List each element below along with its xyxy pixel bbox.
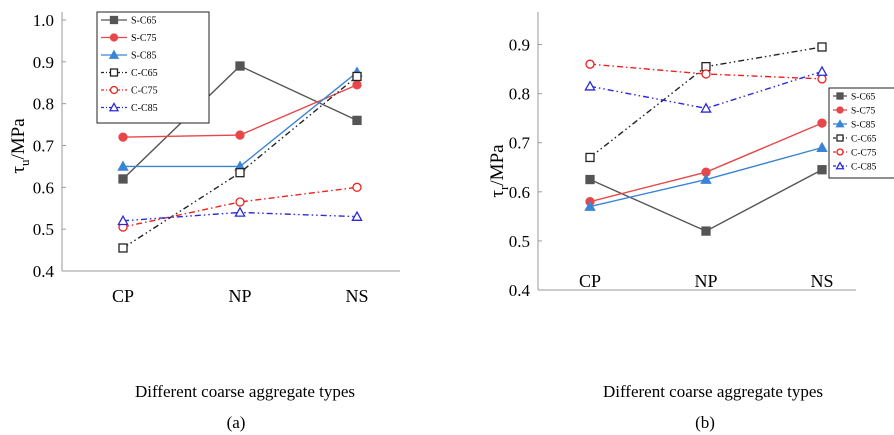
y-tick-label: 0.6 <box>33 178 54 197</box>
legend-marker-s-c85 <box>108 49 120 59</box>
legend-marker-c-c75 <box>109 85 119 95</box>
legend-marker-c-c65 <box>109 68 119 77</box>
x-axis-label-a: Different coarse aggregate types <box>135 382 355 401</box>
data-point-c-c65 <box>118 243 128 253</box>
data-point-s-c75 <box>235 130 245 140</box>
legend-marker-c-c75 <box>836 148 844 156</box>
data-point-s-c85 <box>584 200 596 211</box>
series-line-c-c75 <box>122 186 358 228</box>
data-point-c-c85 <box>117 214 129 226</box>
data-point-c-c75 <box>235 197 245 207</box>
data-point-c-c85 <box>584 80 596 91</box>
series-line-c-c75 <box>589 63 823 80</box>
y-tick-label: 0.5 <box>33 220 54 239</box>
legend-label-s-c65: S-C65 <box>851 93 876 103</box>
data-point-s-c65 <box>352 115 362 126</box>
data-point-s-c65 <box>701 226 711 236</box>
y-axis-unit: /MPa <box>487 144 508 186</box>
data-point-s-c85 <box>816 141 828 152</box>
y-tick-label: 0.9 <box>509 36 530 55</box>
legend-label-c-c75: C-C75 <box>131 86 158 97</box>
y-axis-label: τr/MPa <box>487 144 511 198</box>
legend-label-s-c75: S-C75 <box>851 107 876 117</box>
legend-label-c-c75: C-C75 <box>851 149 877 159</box>
y-tick-label: 0.5 <box>509 232 530 251</box>
y-tick-label: 0.4 <box>33 262 55 281</box>
legend-label-c-c85: C-C85 <box>131 103 158 114</box>
legend-marker-s-c75 <box>109 33 119 42</box>
legend-marker-s-c65 <box>836 92 844 100</box>
legend-label-s-c65: S-C65 <box>131 16 157 27</box>
legend-label-s-c75: S-C75 <box>131 33 157 44</box>
legend-marker-c-c85 <box>835 161 845 170</box>
y-axis-symbol: τ <box>487 190 508 198</box>
x-axis-label-b: Different coarse aggregate types <box>603 382 823 401</box>
data-point-s-c75 <box>118 132 128 142</box>
data-point-s-c85 <box>700 173 712 184</box>
legend-label-s-c85: S-C85 <box>851 121 876 131</box>
data-point-c-c85 <box>234 206 246 217</box>
y-tick-label: 0.4 <box>509 281 531 300</box>
x-category-label: NP <box>694 271 717 291</box>
legend-label-c-c85: C-C85 <box>851 163 877 173</box>
legend-marker-c-c65 <box>836 134 844 142</box>
x-category-label: NS <box>345 286 368 306</box>
data-point-c-c65 <box>817 42 827 52</box>
y-axis-symbol: τ <box>8 166 29 174</box>
legend-box <box>96 11 210 124</box>
y-tick-label: 0.8 <box>33 95 54 114</box>
data-point-s-c65 <box>817 165 827 175</box>
legend: S-C65 S-C75 S-C85 C-C65 C-C75 C-C85 <box>828 87 894 179</box>
legend-marker-s-c75 <box>836 106 844 114</box>
y-axis-label: τu/MPa <box>8 118 32 174</box>
data-point-c-c65 <box>352 71 362 82</box>
series-line-c-c65 <box>122 75 358 249</box>
data-point-s-c85 <box>117 160 129 171</box>
data-point-c-c75 <box>352 182 362 192</box>
series-line-s-c75 <box>589 122 823 203</box>
y-axis-subscript: u <box>17 159 32 166</box>
chart-panel-a: 0.40.50.60.70.80.91.0CP NP NSτu/MPaS-C65S-… <box>8 11 400 306</box>
data-point-s-c65 <box>118 174 128 184</box>
legend: S-C65 S-C75 S-C85 C-C65 C-C75 C-C85 <box>96 11 210 124</box>
chart-panel-b: 0.4 0.5 0.6 0.7 0.8 0.9 CP NP NS τr/MPa S-C65 S-C75… <box>487 12 894 300</box>
y-tick-label: 1.0 <box>33 11 54 30</box>
y-tick-label: 0.7 <box>33 137 55 156</box>
y-tick-label: 0.6 <box>509 183 530 202</box>
y-tick-label: 0.7 <box>509 134 531 153</box>
x-category-label: CP <box>579 271 601 291</box>
x-category-label: NP <box>228 286 251 306</box>
y-axis-subscript: r <box>496 185 511 190</box>
legend-label-c-c65: C-C65 <box>851 135 877 145</box>
y-tick-label: 0.8 <box>509 85 530 104</box>
data-point-c-c65 <box>235 168 245 178</box>
data-point-s-c65 <box>585 174 595 185</box>
data-point-c-c75 <box>701 69 711 79</box>
data-point-c-c75 <box>585 59 595 69</box>
subcaption-a: (a) <box>227 413 246 432</box>
legend-marker-s-c65 <box>109 15 119 25</box>
data-point-s-c75 <box>352 80 362 90</box>
legend-label-s-c85: S-C85 <box>131 51 157 62</box>
data-point-c-c85 <box>700 102 712 113</box>
subcaption-b: (b) <box>695 413 715 432</box>
data-point-s-c65 <box>235 61 245 71</box>
data-point-c-c85 <box>816 65 828 76</box>
legend-marker-s-c85 <box>835 119 845 128</box>
y-axis-unit: /MPa <box>8 118 29 160</box>
y-tick-label: 0.9 <box>33 53 54 72</box>
x-category-label: NS <box>810 271 833 291</box>
legend-label-c-c65: C-C65 <box>131 68 158 79</box>
x-category-label: CP <box>112 286 134 306</box>
data-point-s-c75 <box>817 118 827 128</box>
data-point-c-c85 <box>351 210 363 221</box>
legend-marker-c-c85 <box>108 102 120 112</box>
data-point-c-c75 <box>817 74 827 84</box>
data-point-c-c65 <box>585 152 595 163</box>
